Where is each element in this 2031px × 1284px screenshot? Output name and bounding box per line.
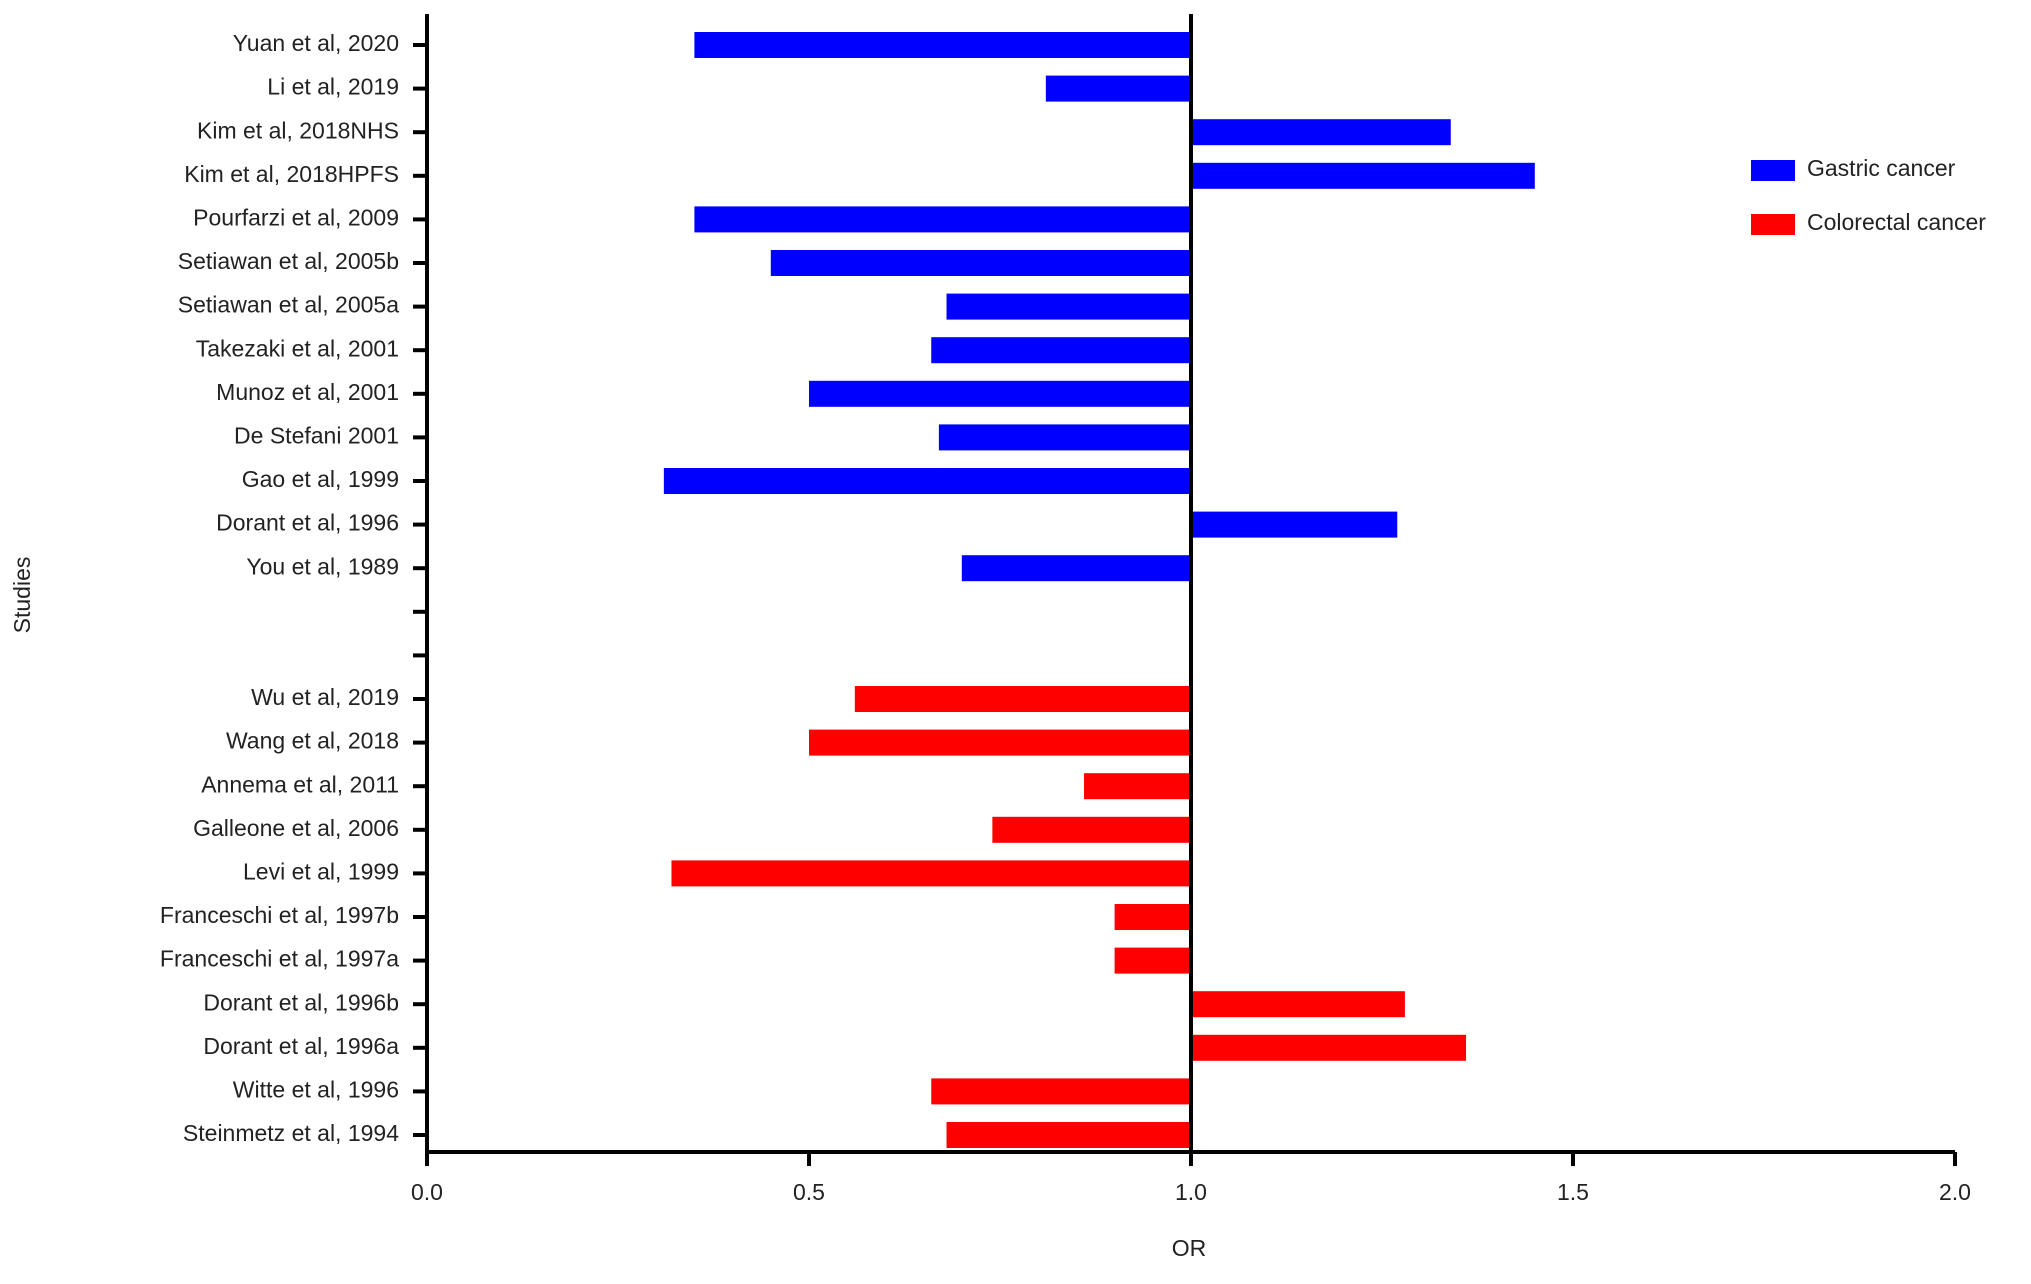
y-tick-label: Galleone et al, 2006 [193,815,399,841]
y-tick-label: De Stefani 2001 [234,422,399,448]
bar [931,337,1191,364]
y-tick-label: Franceschi et al, 1997a [160,946,399,972]
legend-label: Colorectal cancer [1807,209,1986,235]
legend-label: Gastric cancer [1807,155,1956,181]
x-tick-label: 1.5 [1557,1179,1589,1205]
y-tick-label: Wang et al, 2018 [226,728,399,754]
bar [1191,162,1535,189]
bar [961,555,1191,582]
x-tick-label: 2.0 [1939,1179,1971,1205]
x-tick-label: 1.0 [1175,1179,1207,1205]
y-tick-label: Steinmetz et al, 1994 [183,1120,399,1146]
legend-swatch [1751,214,1795,235]
y-tick-label: Takezaki et al, 2001 [196,335,399,361]
y-tick-label: Pourfarzi et al, 2009 [193,204,399,230]
y-tick-label: Setiawan et al, 2005a [178,292,399,318]
y-tick-label: Witte et al, 1996 [233,1076,399,1102]
bar [854,686,1191,712]
bar [931,1078,1191,1105]
bar [1191,511,1398,538]
y-tick-label: Dorant et al, 1996a [203,1033,399,1059]
bar [694,206,1191,233]
bar [1045,75,1191,102]
y-tick-label: Kim et al, 2018HPFS [184,161,399,187]
x-axis-label: OR [1172,1235,1207,1261]
bar [1114,904,1191,930]
bar [809,729,1191,756]
y-tick-label: Franceschi et al, 1997b [160,902,399,928]
bar [809,380,1191,407]
bar [770,250,1191,276]
bar [992,816,1191,843]
bar [1191,1034,1467,1061]
y-axis-label: Studies [9,557,35,634]
y-tick-label: You et al, 1989 [246,553,399,579]
y-tick-label: Wu et al, 2019 [251,684,399,710]
x-tick-label: 0.0 [411,1179,443,1205]
y-tick-label: Munoz et al, 2001 [216,379,399,405]
bar [946,293,1191,320]
y-tick-label: Gao et al, 1999 [242,466,399,492]
bar [938,424,1191,451]
bar [663,468,1191,494]
legend-swatch [1751,160,1795,181]
y-tick-label: Annema et al, 2011 [201,771,399,797]
y-tick-label: Dorant et al, 1996b [203,989,399,1015]
bar [1084,773,1191,800]
y-tick-label: Kim et al, 2018NHS [197,117,399,143]
bar [1191,991,1405,1018]
bar [1114,947,1191,974]
bar [671,860,1191,887]
y-tick-label: Dorant et al, 1996 [216,510,399,536]
y-tick-label: Li et al, 2019 [267,74,399,100]
x-tick-label: 0.5 [793,1179,825,1205]
bar [1191,119,1451,146]
y-tick-label: Yuan et al, 2020 [233,30,399,56]
y-tick-label: Levi et al, 1999 [243,858,399,884]
bar [946,1122,1191,1148]
bar [694,32,1191,58]
y-tick-label: Setiawan et al, 2005b [178,248,399,274]
